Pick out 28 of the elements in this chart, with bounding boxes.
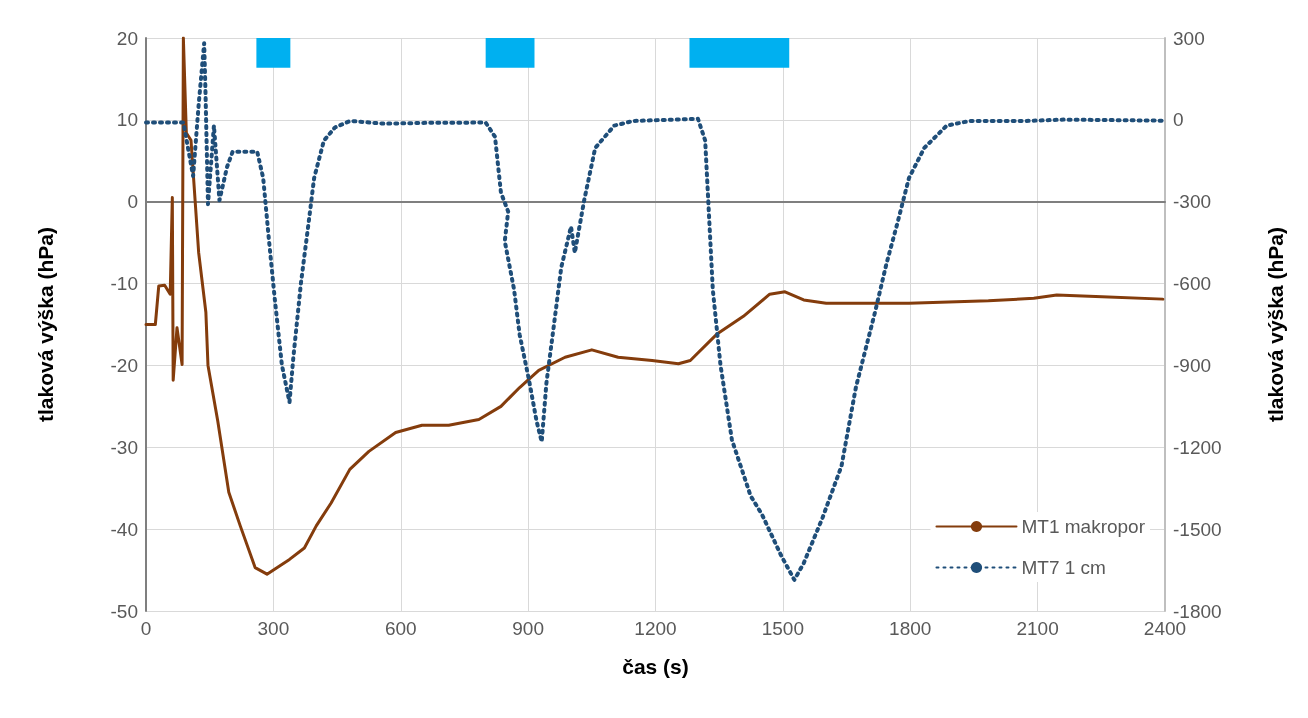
y-tick-label: 0 xyxy=(127,191,138,213)
x-tick-label: 1500 xyxy=(761,618,805,639)
y2-tick-label: -1200 xyxy=(1173,436,1222,458)
y2-tick-label: 0 xyxy=(1173,109,1184,131)
y-axis-title: tlaková výška (hPa) xyxy=(34,227,57,422)
legend-label: MT1 makropor xyxy=(1021,516,1146,537)
y2-tick-label: -1500 xyxy=(1173,518,1222,540)
y-tick-label: -30 xyxy=(110,436,138,458)
y2-tick-label: 300 xyxy=(1173,27,1205,49)
y2-axis-title: tlaková výška (hPa) xyxy=(1264,227,1287,422)
x-axis-title: čas (s) xyxy=(622,655,689,678)
x-tick-label: 300 xyxy=(257,618,290,639)
x-tick-label: 1800 xyxy=(889,618,932,639)
x-tick-label: 1200 xyxy=(634,618,677,639)
y2-tick-label: -900 xyxy=(1173,354,1212,376)
y-tick-label: 20 xyxy=(116,27,138,49)
x-tick-label: 2100 xyxy=(1016,618,1059,639)
y2-tick-label: -300 xyxy=(1173,191,1212,213)
x-tick-label: 900 xyxy=(512,618,544,639)
x-tick-label: 600 xyxy=(384,618,417,639)
y-tick-label: -40 xyxy=(110,518,138,540)
y-tick-label: -10 xyxy=(110,273,138,295)
y-tick-label: -20 xyxy=(110,354,138,376)
legend-label: MT7 1 cm xyxy=(1021,557,1106,578)
y-tick-label: 10 xyxy=(116,109,138,131)
y-tick-label: -50 xyxy=(110,600,138,622)
x-tick-label: 0 xyxy=(140,618,152,639)
y2-tick-label: -600 xyxy=(1173,273,1212,295)
